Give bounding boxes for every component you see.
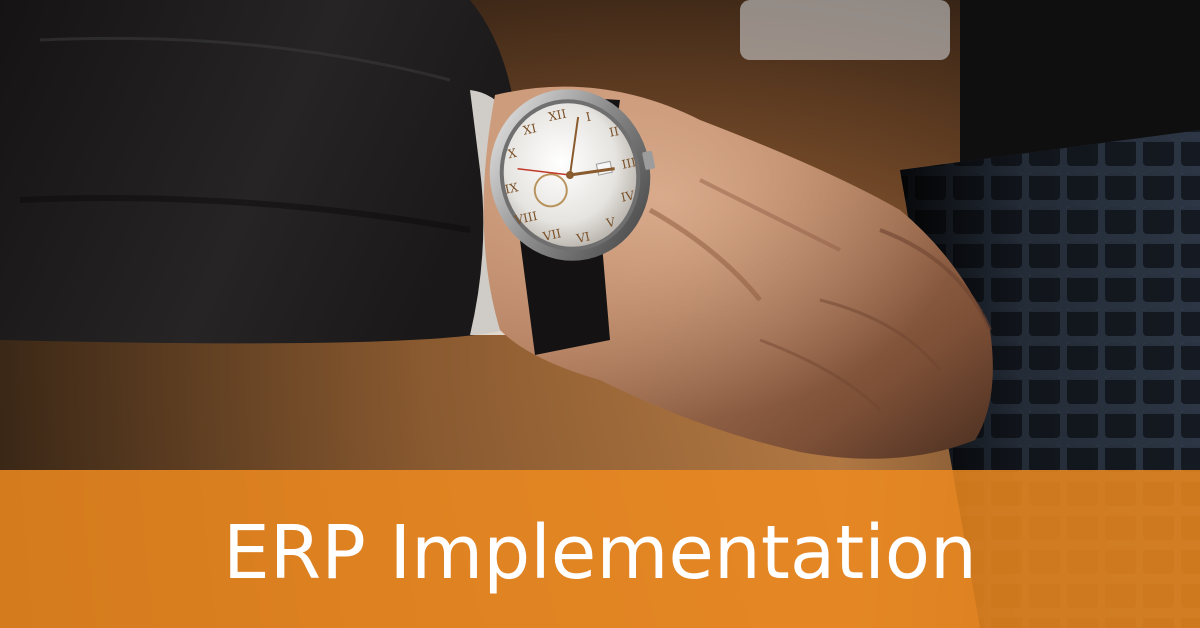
banner-title: ERP Implementation	[223, 516, 977, 590]
title-banner: ERP Implementation	[0, 470, 1200, 628]
